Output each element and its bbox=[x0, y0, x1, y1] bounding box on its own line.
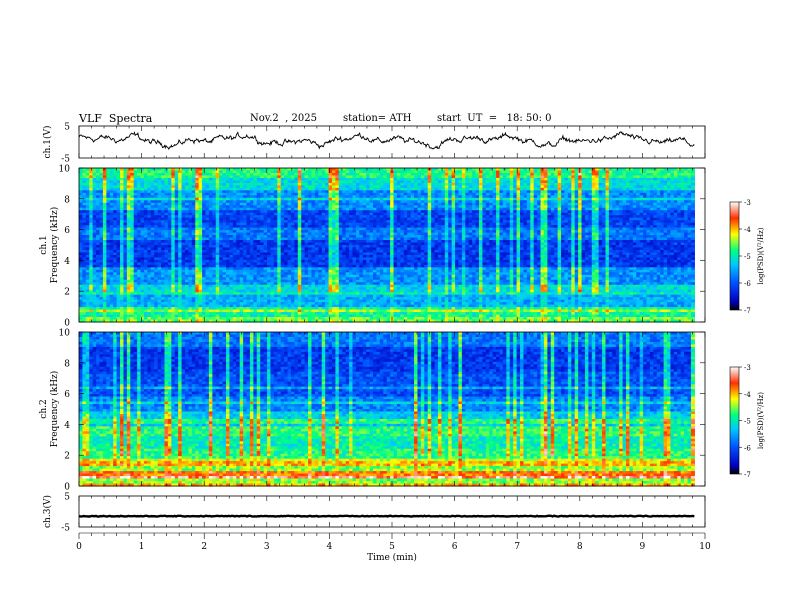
spectrogram-ytick-label: 0 bbox=[64, 319, 70, 329]
start-ut-label: start UT = 18: 50: 0 bbox=[437, 113, 552, 124]
colorbar-tick-label: -7 bbox=[744, 471, 751, 479]
colorbar-tick-label: -3 bbox=[744, 199, 751, 207]
colorbar bbox=[729, 366, 740, 475]
spectrogram-ytick-label: 4 bbox=[64, 421, 70, 431]
spectrogram-ytick-label: 2 bbox=[64, 288, 70, 298]
colorbar-tick-label: -7 bbox=[744, 307, 751, 315]
ch1-waveform-line bbox=[78, 131, 695, 150]
time-tick-label: 10 bbox=[699, 542, 711, 552]
time-tick-label: 0 bbox=[76, 542, 82, 552]
date-label: Nov.2 , 2025 bbox=[250, 113, 317, 124]
time-tick-label: 6 bbox=[452, 542, 458, 552]
colorbar-tick-label: -5 bbox=[744, 253, 751, 261]
spectrogram-channel-label: ch.1 bbox=[39, 235, 49, 254]
colorbar-tick-label: -3 bbox=[744, 364, 751, 372]
ch1-ytick-label: 5 bbox=[64, 123, 70, 133]
ch1-ylabel: ch.1(V) bbox=[42, 126, 53, 159]
ch1-spectrogram-image bbox=[79, 168, 695, 323]
time-tick-label: 5 bbox=[389, 542, 395, 552]
spectrogram-ytick-label: 8 bbox=[64, 195, 70, 205]
spectrogram-channel-label: ch.2 bbox=[39, 399, 49, 418]
spectrogram-ytick-label: 6 bbox=[64, 390, 70, 400]
ch3-waveform-line bbox=[78, 514, 695, 518]
time-tick-label: 7 bbox=[514, 542, 520, 552]
spectrogram-ylabel: Frequency (kHz) bbox=[49, 207, 60, 284]
station-label: station= ATH bbox=[343, 113, 411, 124]
time-axis-label: Time (min) bbox=[367, 552, 417, 563]
colorbar-tick-label: -4 bbox=[744, 391, 751, 399]
time-tick-label: 2 bbox=[201, 542, 207, 552]
ch3-ylabel: ch.3(V) bbox=[42, 495, 53, 528]
time-tick-label: 9 bbox=[640, 542, 646, 552]
ch3-ytick-label: 5 bbox=[64, 493, 70, 503]
spectrogram-ytick-label: 2 bbox=[64, 452, 70, 462]
colorbar-tick-label: -5 bbox=[744, 418, 751, 426]
spectrogram-ytick-label: 4 bbox=[64, 257, 70, 267]
spectrogram-ylabel: Frequency (kHz) bbox=[49, 371, 60, 448]
colorbar-tick-label: -6 bbox=[744, 444, 751, 452]
colorbar-tick-label: -6 bbox=[744, 280, 751, 288]
plot-title: VLF Spectra bbox=[79, 112, 152, 125]
colorbar-label: log(PSD)(V²/Hz) bbox=[757, 227, 765, 284]
time-tick-label: 8 bbox=[577, 542, 583, 552]
spectrogram-ytick-label: 6 bbox=[64, 226, 70, 236]
ch2-spectrogram-image bbox=[79, 332, 695, 487]
colorbar-label: log(PSD)(V²/Hz) bbox=[757, 392, 765, 449]
spectrogram-ytick-label: 0 bbox=[64, 483, 70, 493]
colorbar bbox=[729, 201, 740, 311]
colorbar-tick-label: -4 bbox=[744, 226, 751, 234]
spectrogram-ytick-label: 10 bbox=[59, 329, 71, 339]
ch3-ytick-label: -5 bbox=[61, 524, 70, 534]
time-tick-label: 4 bbox=[327, 542, 333, 552]
spectrogram-ytick-label: 10 bbox=[59, 165, 71, 175]
time-tick-label: 1 bbox=[139, 542, 145, 552]
ch1-ytick-label: -5 bbox=[61, 155, 70, 165]
time-tick-label: 3 bbox=[264, 542, 270, 552]
spectrogram-ytick-label: 8 bbox=[64, 359, 70, 369]
